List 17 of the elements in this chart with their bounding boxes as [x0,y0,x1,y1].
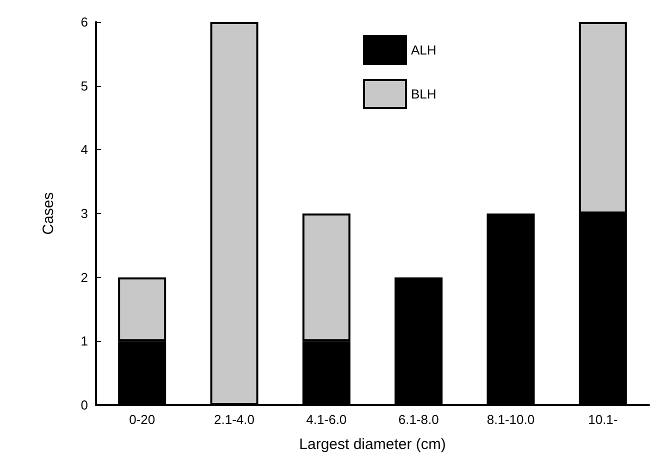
y-tick-label: 3 [80,206,88,221]
y-tick-label: 5 [80,78,88,94]
y-axis-title: Cases [40,192,57,235]
x-axis-title: Largest diameter (cm) [299,436,446,453]
x-tick-label: 8.1-10.0 [486,412,535,427]
y-tick-label: 1 [80,334,88,349]
y-tick-label: 2 [80,270,88,285]
y-tick-label: 0 [80,398,88,412]
x-tick-label: 2.1-4.0 [214,412,254,427]
x-tick-label: 0-20 [129,412,156,427]
legend-label: ALH [411,42,436,58]
x-tick-label: 10.1- [588,412,618,427]
x-tick-label: 6.1-8.0 [398,412,439,427]
x-tick-label: 4.1-6.0 [306,412,347,427]
y-tick-label: 4 [80,142,88,158]
legend-label: BLH [411,86,436,102]
y-tick-label: 6 [80,14,88,30]
